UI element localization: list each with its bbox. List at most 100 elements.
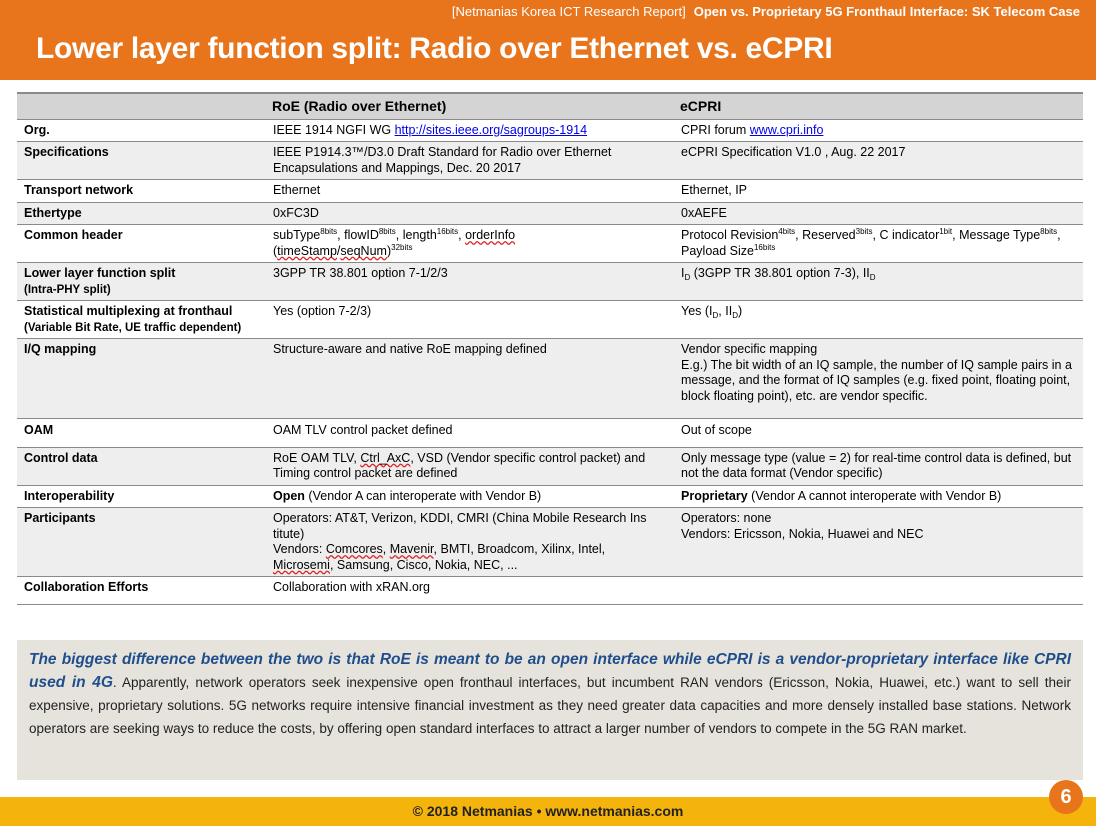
participants-roe-mid: , BMTI, Broadcom, Xilinx, Intel, [433,542,606,556]
cell-ecpri-oam: Out of scope [674,418,1083,448]
field-protocol-revision: Protocol Revision [681,228,779,242]
row-label-ethertype: Ethertype [17,202,266,225]
control-roe-ctrl: Ctrl_AxC [360,450,411,465]
summary-body: . Apparently, network operators seek ine… [29,675,1071,736]
cell-roe-split: 3GPP TR 38.801 option 7-1/2/3 [266,262,674,301]
slide-header: [Netmanias Korea ICT Research Report] Ope… [0,0,1096,80]
cell-ecpri-stat-mux: Yes (ID, IID) [674,300,1083,339]
bits-label: 16bits [753,242,776,252]
page-number: 6 [1049,780,1083,814]
interop-roe-rest: (Vendor A can interoperate with Vendor B… [304,488,542,503]
summary-lead: The biggest difference between the two i… [29,651,1071,691]
control-roe-pre: RoE OAM TLV, [273,450,361,465]
field-seqnum: seqNum [340,243,387,258]
cell-ecpri-org: CPRI forum www.cpri.info [674,119,1083,142]
interop-ecpri-bold: Proprietary [681,488,748,503]
bits-label: 16bits [436,227,459,236]
stat-mux-sublabel: (Variable Bit Rate, UE traffic dependent… [24,321,242,334]
table-row-org: Org. IEEE 1914 NGFI WG http://sites.ieee… [17,119,1083,142]
cell-roe-transport: Ethernet [266,179,674,203]
field-orderinfo: orderInfo [465,228,516,242]
row-label-interop: Interoperability [17,485,266,508]
participants-ecpri-operators: Operators: none [681,511,772,525]
ieee-link[interactable]: http://sites.ieee.org/sagroups-1914 [394,122,588,137]
footer-text: © 2018 Netmanias • www.netmanias.com [412,803,684,819]
vendor-mavenir: Mavenir [389,542,434,556]
interop-ecpri-rest: (Vendor A cannot interoperate with Vendo… [747,488,1002,503]
cell-ecpri-interop: Proprietary (Vendor A cannot interoperat… [674,485,1083,508]
bits-label: 1bit [939,227,953,236]
column-header-ecpri: eCPRI [674,92,1083,120]
field-timestamp: timeStamp [277,243,337,258]
cell-roe-interop: Open (Vendor A can interoperate with Ven… [266,485,674,508]
split-mid: (3GPP TR 38.801 option 7-3), II [690,266,870,280]
cell-roe-collab: Collaboration with xRAN.org [266,576,674,605]
bits-label: 32bits [391,242,413,252]
stat-mux-pre: Yes (I [681,304,713,318]
row-label-collab: Collaboration Efforts [17,576,266,605]
table-row-transport: Transport network Ethernet Ethernet, IP [17,179,1083,203]
field-payload-size: Payload Size [681,243,754,258]
participants-roe-operators: Operators: AT&T, Verizon, KDDI, CMRI (Ch… [273,511,647,541]
row-label-participants: Participants [17,507,266,577]
report-title: Open vs. Proprietary 5G Fronthaul Interf… [693,4,1080,19]
table-row-ethertype: Ethertype 0xFC3D 0xAEFE [17,202,1083,225]
cell-ecpri-transport: Ethernet, IP [674,179,1083,203]
cell-ecpri-specifications: eCPRI Specification V1.0 , Aug. 22 2017 [674,141,1083,180]
column-header-roe: RoE (Radio over Ethernet) [266,92,674,120]
row-label-control: Control data [17,447,266,486]
field-flowid: flowID [344,228,379,242]
row-label-split: Lower layer function split (Intra-PHY spl… [17,262,266,301]
footer-bar: © 2018 Netmanias • www.netmanias.com [0,797,1096,826]
cell-roe-ethertype: 0xFC3D [266,202,674,225]
table-row-common-header: Common header subType8bits, flowID8bits,… [17,224,1083,263]
vendor-microsemi: Microsemi [273,557,330,572]
cell-roe-control: RoE OAM TLV, Ctrl_AxC, VSD (Vendor speci… [266,447,674,486]
participants-ecpri-vendors: Vendors: Ericsson, Nokia, Huawei and NEC [681,526,924,541]
slide-title: Lower layer function split: Radio over E… [36,32,833,65]
field-c-indicator: C indicator [879,228,940,242]
table-row-oam: OAM OAM TLV control packet defined Out o… [17,418,1083,448]
cpri-link[interactable]: www.cpri.info [749,122,824,137]
table-header-row: RoE (Radio over Ethernet) eCPRI [17,92,1083,120]
subscript-d: D [712,311,719,320]
table-row-participants: Participants Operators: AT&T, Verizon, K… [17,507,1083,577]
row-label-oam: OAM [17,418,266,448]
cell-ecpri-ethertype: 0xAEFE [674,202,1083,225]
split-sublabel: (Intra-PHY split) [24,283,111,296]
stat-mux-post: ) [737,304,743,318]
row-label-stat-mux: Statistical multiplexing at fronthaul (Va… [17,300,266,339]
column-header-empty [17,92,266,120]
row-label-specifications: Specifications [17,141,266,180]
cell-roe-org: IEEE 1914 NGFI WG http://sites.ieee.org/… [266,119,674,142]
ecpri-org-text: CPRI forum [681,122,750,137]
row-label-common-header: Common header [17,224,266,263]
bits-label: 3bits [855,227,873,236]
row-label-org: Org. [17,119,266,142]
participants-sep: , [382,542,390,556]
cell-ecpri-split: ID (3GPP TR 38.801 option 7-3), IID [674,262,1083,301]
row-label-transport: Transport network [17,179,266,203]
cell-roe-specifications: IEEE P1914.3™/D3.0 Draft Standard for Ra… [266,141,674,180]
field-subtype: subType [273,228,321,242]
iq-ecpri-line2: E.g.) The bit width of an IQ sample, the… [681,357,1072,403]
report-header: [Netmanias Korea ICT Research Report] Ope… [452,4,1080,19]
table-row-iq-mapping: I/Q mapping Structure-aware and native R… [17,338,1083,419]
iq-ecpri-line1: Vendor specific mapping [681,342,818,356]
cell-ecpri-common-header: Protocol Revision4bits, Reserved3bits, C… [674,224,1083,263]
bits-label: 4bits [778,227,796,236]
cell-ecpri-collab [674,576,1083,605]
table-row-specifications: Specifications IEEE P1914.3™/D3.0 Draft … [17,141,1083,180]
cell-ecpri-control: Only message type (value = 2) for real-t… [674,447,1083,486]
table-row-control: Control data RoE OAM TLV, Ctrl_AxC, VSD … [17,447,1083,486]
cell-ecpri-iq-mapping: Vendor specific mapping E.g.) The bit wid… [674,338,1083,419]
report-label: [Netmanias Korea ICT Research Report] [451,4,686,19]
roe-org-text: IEEE 1914 NGFI WG [273,122,395,137]
participants-roe-pre: Vendors: [273,542,326,556]
bits-label: 8bits [1040,227,1058,236]
bits-label: 8bits [378,227,396,236]
cell-roe-common-header: subType8bits, flowID8bits, length16bits,… [266,224,674,263]
cell-roe-oam: OAM TLV control packet defined [266,418,674,448]
table-row-collab: Collaboration Efforts Collaboration with… [17,576,1083,605]
subscript-d: D [869,273,876,282]
